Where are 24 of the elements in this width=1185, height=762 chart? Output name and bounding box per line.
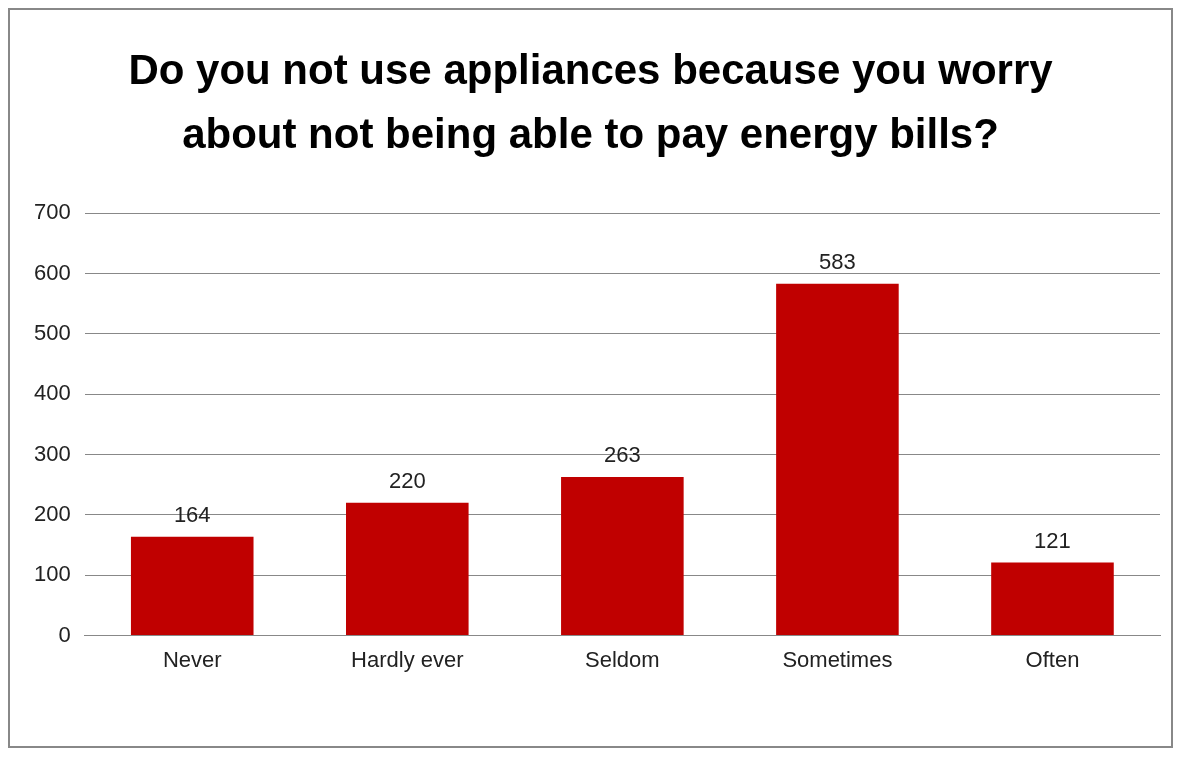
- y-tick-label: 600: [33, 259, 71, 285]
- bar: [776, 283, 899, 636]
- bar: [346, 502, 469, 636]
- data-label: 583: [819, 248, 856, 274]
- y-tick-label: 100: [33, 561, 71, 587]
- x-tick-label: Often: [1025, 646, 1080, 672]
- y-tick-label: 200: [33, 500, 71, 526]
- y-tick-label: 0: [58, 621, 71, 647]
- data-label: 220: [388, 467, 426, 493]
- y-tick-label: 500: [33, 319, 71, 345]
- x-tick-label: Never: [162, 646, 222, 672]
- bar: [130, 536, 254, 636]
- y-tick-label: 400: [33, 380, 71, 406]
- data-label: 263: [603, 441, 641, 467]
- bar: [991, 562, 1114, 636]
- data-label: 121: [1034, 527, 1071, 553]
- data-label: 164: [173, 501, 211, 527]
- x-tick-label: Seldom: [585, 646, 660, 672]
- x-tick-label: Hardly ever: [351, 646, 464, 672]
- y-tick-label: 300: [33, 440, 71, 466]
- bar: [561, 476, 684, 636]
- x-tick-label: Sometimes: [782, 646, 893, 672]
- y-tick-label: 700: [33, 199, 71, 225]
- chart-title: Do you not use appliances because you worry about not being able to pay energy bills?: [127, 45, 1054, 159]
